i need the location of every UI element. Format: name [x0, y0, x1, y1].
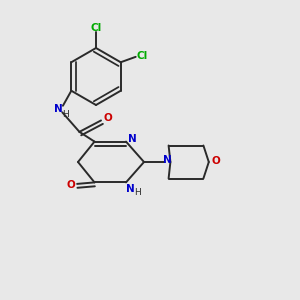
- Text: Cl: Cl: [90, 22, 102, 33]
- Text: N: N: [163, 154, 172, 165]
- Text: N: N: [126, 184, 135, 194]
- Text: O: O: [103, 113, 112, 123]
- Text: N: N: [128, 134, 137, 144]
- Text: Cl: Cl: [137, 51, 148, 61]
- Text: H: H: [134, 188, 141, 197]
- Text: O: O: [66, 179, 75, 190]
- Text: H: H: [62, 110, 69, 118]
- Text: N: N: [54, 104, 63, 114]
- Text: O: O: [211, 156, 220, 167]
